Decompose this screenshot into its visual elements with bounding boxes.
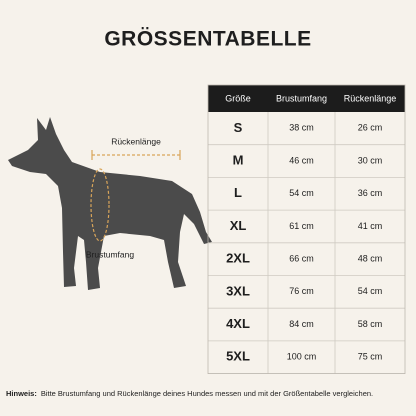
measure-cell: 30 cm <box>358 155 383 165</box>
measure-cell: 54 cm <box>289 188 314 198</box>
table-header-bg <box>208 85 405 112</box>
table-header-cell: Größe <box>225 93 251 103</box>
size-cell: S <box>234 120 243 135</box>
dog-silhouette <box>8 117 212 290</box>
size-cell: 5XL <box>226 349 250 364</box>
size-cell: L <box>234 185 242 200</box>
chest-girth-ring <box>90 168 110 242</box>
table-header-cell: Rückenlänge <box>344 93 397 103</box>
table-border <box>207 84 406 375</box>
measure-cell: 66 cm <box>289 254 314 264</box>
size-cell: 2XL <box>226 251 250 266</box>
table-header-cell: Brustumfang <box>276 93 327 103</box>
back-length-label: Rückenlänge <box>111 136 161 146</box>
hint: Hinweis: Bitte Brustumfang und Rückenläng… <box>6 389 373 398</box>
hint-text: Bitte Brustumfang und Rückenlänge deines… <box>41 389 373 398</box>
measure-cell: 61 cm <box>289 221 314 231</box>
measure-cell: 36 cm <box>358 188 383 198</box>
measure-cell: 76 cm <box>289 286 314 296</box>
measure-cell: 26 cm <box>358 123 383 133</box>
hint-label: Hinweis: <box>6 389 37 398</box>
measure-cell: 100 cm <box>287 352 317 362</box>
measure-cell: 48 cm <box>358 254 383 264</box>
size-cell: 4XL <box>226 316 250 331</box>
measure-cell: 46 cm <box>289 155 314 165</box>
measure-cell: 54 cm <box>358 286 383 296</box>
size-cell: 3XL <box>226 283 250 298</box>
measure-cell: 58 cm <box>358 319 383 329</box>
size-cell: XL <box>230 218 247 233</box>
measure-cell: 75 cm <box>358 352 383 362</box>
size-table: Größe Brustumfang Rückenlänge S 38 cm 26 cm M 4… <box>207 84 406 375</box>
measure-cell: 84 cm <box>289 319 314 329</box>
measure-cell: 38 cm <box>289 123 314 133</box>
measure-cell: 41 cm <box>358 221 383 231</box>
title: GRÖSSENTABELLE <box>104 28 311 51</box>
chest-girth-label: Brustumfang <box>86 249 134 259</box>
size-cell: M <box>233 152 244 167</box>
